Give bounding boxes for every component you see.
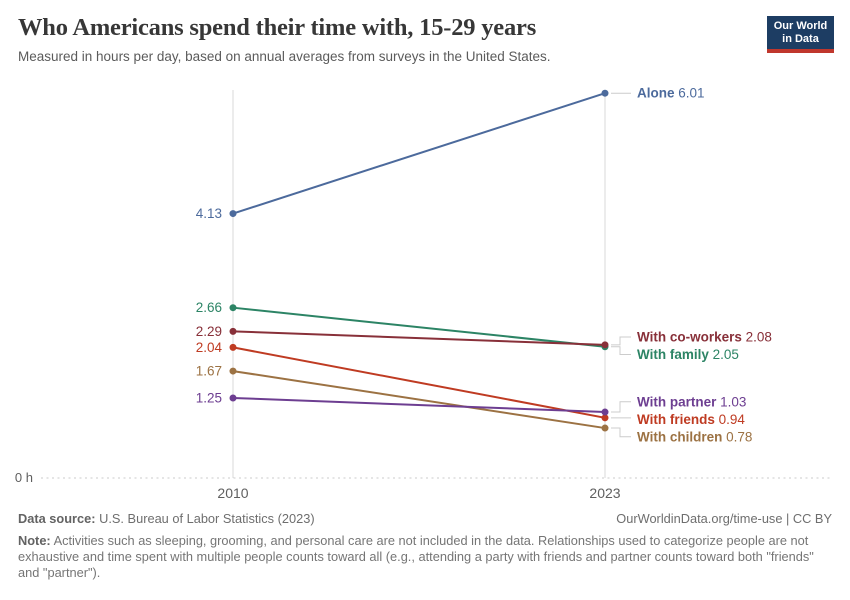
end-label-with-friends[interactable]: With friends 0.94 <box>637 412 745 427</box>
data-source: Data source: U.S. Bureau of Labor Statis… <box>18 511 315 526</box>
start-value-with-partner: 1.25 <box>196 390 222 405</box>
dot-start-with-family[interactable] <box>229 304 237 312</box>
label-connector-with-family <box>611 346 631 356</box>
note-label: Note: <box>18 533 51 548</box>
series-line-with-co-workers[interactable] <box>232 330 606 346</box>
start-value-with-family: 2.66 <box>196 300 222 315</box>
end-label-with-partner[interactable]: With partner 1.03 <box>637 394 746 409</box>
end-label-with-children[interactable]: With children 0.78 <box>637 429 752 444</box>
slope-chart-svg: 2010 2023 0 h 4.13 2.66 2.292.04 1.67 1.25 Alone… <box>15 86 831 501</box>
dot-start-with-friends[interactable] <box>229 343 237 351</box>
end-label-with-family[interactable]: With family 2.05 <box>637 347 739 362</box>
label-connector-with-children <box>611 427 631 438</box>
series-line-alone[interactable] <box>232 92 606 215</box>
dot-end-with-co-workers[interactable] <box>601 341 609 349</box>
dot-end-alone[interactable] <box>601 89 609 97</box>
dot-start-with-partner[interactable] <box>229 394 237 402</box>
series-line-with-children[interactable] <box>232 370 606 430</box>
label-connector-with-co-workers <box>611 336 631 346</box>
series-line-with-partner[interactable] <box>232 396 606 414</box>
owid-license-link[interactable]: OurWorldinData.org/time-use | CC BY <box>616 511 832 526</box>
data-source-value: U.S. Bureau of Labor Statistics (2023) <box>99 511 315 526</box>
series-line-with-family[interactable] <box>232 306 606 348</box>
chart-subtitle: Measured in hours per day, based on annu… <box>18 49 551 65</box>
data-source-label: Data source: <box>18 511 96 526</box>
x-tick-2023: 2023 <box>589 485 620 501</box>
dot-start-alone[interactable] <box>229 210 237 218</box>
end-label-alone[interactable]: Alone 6.01 <box>637 86 705 101</box>
dot-end-with-children[interactable] <box>601 424 609 432</box>
start-value-with-children: 1.67 <box>196 364 222 379</box>
owid-logo-line2: in Data <box>782 33 819 46</box>
start-value-with-friends: 2.04 <box>196 340 223 355</box>
chart-note: Note: Activities such as sleeping, groom… <box>18 533 832 581</box>
dot-end-with-partner[interactable] <box>601 408 609 416</box>
x-tick-2010: 2010 <box>217 485 248 501</box>
dot-start-with-children[interactable] <box>229 367 237 375</box>
chart-title: Who Americans spend their time with, 15-… <box>18 14 537 41</box>
y-zero-label: 0 h <box>15 470 33 485</box>
start-value-alone: 4.13 <box>196 206 222 221</box>
dot-end-with-friends[interactable] <box>601 414 609 422</box>
chart-header: Who Americans spend their time with, 15-… <box>18 14 750 64</box>
start-value-with-co-workers: 2.29 <box>196 324 222 339</box>
series-line-with-friends[interactable] <box>232 346 606 419</box>
owid-logo[interactable]: Our World in Data <box>767 16 834 54</box>
end-label-with-co-workers[interactable]: With co-workers 2.08 <box>637 330 772 345</box>
label-connector-with-partner <box>611 401 631 413</box>
note-text: Activities such as sleeping, grooming, a… <box>18 533 814 581</box>
slope-chart: 2010 2023 0 h 4.13 2.66 2.29 2.04 1.67 1.25 Alone… <box>15 86 831 501</box>
owid-logo-line1: Our World <box>773 20 828 32</box>
chart-footer: Data source: U.S. Bureau of Labor Statis… <box>18 511 832 581</box>
dot-start-with-co-workers[interactable] <box>229 327 237 335</box>
